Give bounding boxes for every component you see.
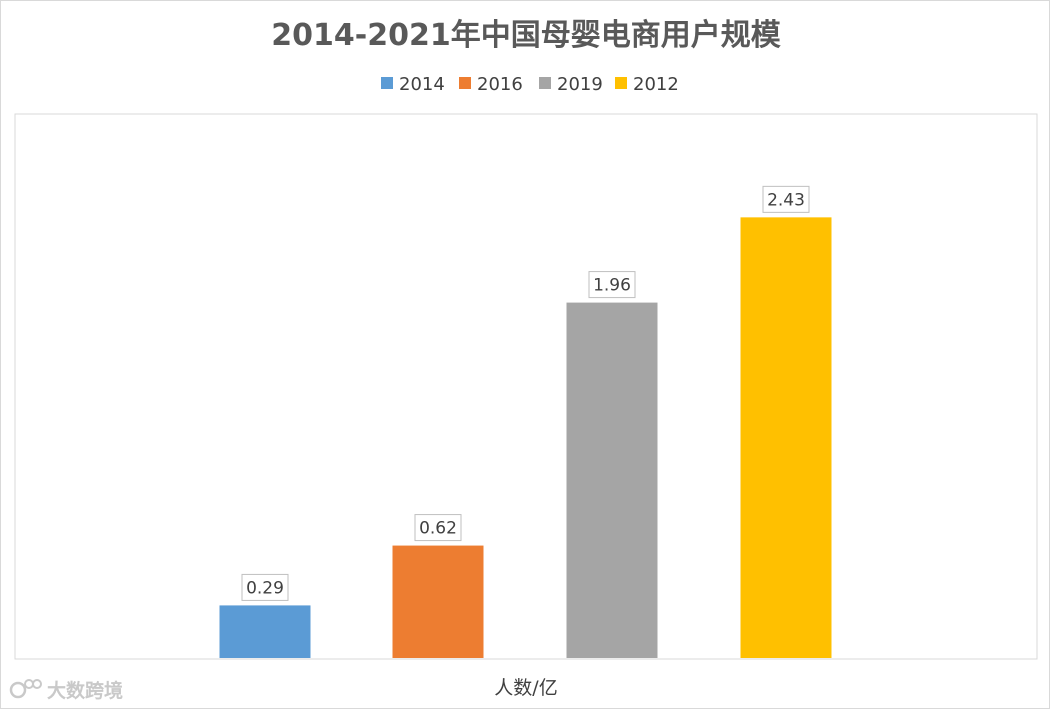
bar-2019 [566,302,658,658]
legend-swatch-2014 [381,77,393,89]
legend-label-2016: 2016 [477,74,523,95]
plot-area [14,113,1038,660]
data-label-2016: 0.62 [419,519,457,539]
legend-label-2012: 2012 [633,74,679,95]
bar-2014 [219,605,311,658]
legend: 2014 2016 2019 2012 [381,74,679,95]
bar-2016 [392,545,484,658]
data-labels-group: 0.29 0.62 1.96 2.43 [241,185,810,601]
data-label-2019: 1.96 [593,276,631,296]
data-label-box-2016 [414,514,462,542]
data-label-2014: 0.29 [246,578,284,598]
chart-title: 2014-2021年中国母婴电商用户规模 [271,18,780,53]
legend-label-2014: 2014 [399,74,445,95]
legend-swatch-2012 [615,77,627,89]
bar-2012 [740,217,832,659]
logo-icon [9,676,43,702]
legend-label-2019: 2019 [557,74,603,95]
data-label-box-2012 [762,185,810,213]
data-label-box-2014 [241,573,289,601]
watermark: 大数跨境 [9,673,123,705]
legend-swatch-2019 [539,77,551,89]
data-label-2012: 2.43 [767,190,805,210]
data-label-box-2019 [588,271,636,299]
bars-group [219,217,832,659]
legend-swatch-2016 [459,77,471,89]
x-axis-label: 人数/亿 [494,677,557,699]
plot-border [14,113,1038,660]
watermark-text: 大数跨境 [47,679,124,702]
